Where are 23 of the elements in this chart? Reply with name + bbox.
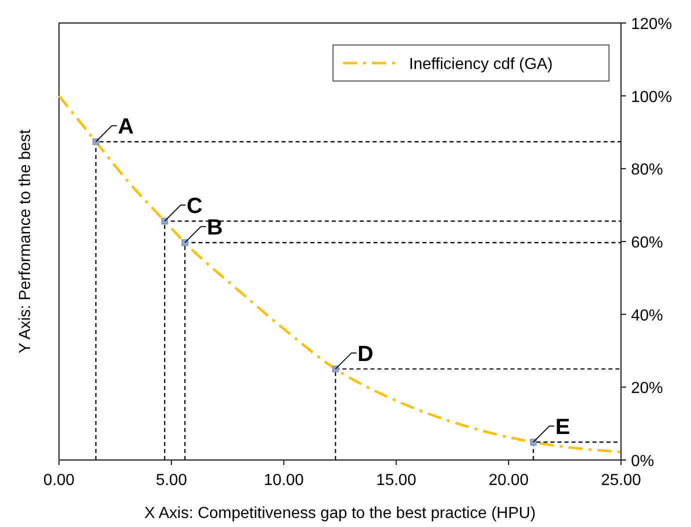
x-axis-title: X Axis: Competitiveness gap to the best practice (HPU): [144, 505, 536, 522]
x-tick-label: 5.00: [156, 472, 188, 489]
annotation: B: [206, 214, 223, 240]
x-tick-label: 10.00: [264, 472, 304, 489]
y-tick-label: 80%: [631, 162, 664, 179]
annotation: D: [358, 340, 374, 366]
y-tick-label: 120%: [631, 16, 672, 33]
y-tick-label: 100%: [631, 88, 672, 106]
annotation: C: [186, 193, 203, 218]
annotation: A: [118, 114, 134, 139]
annotation: E: [555, 414, 570, 440]
x-tick-label: 15.00: [376, 472, 416, 489]
x-tick-label: 25.00: [600, 472, 642, 489]
y-tick-label: 20%: [631, 380, 664, 398]
x-tick-label: 0.00: [43, 472, 75, 489]
x-tick-label: 20.00: [488, 472, 529, 489]
y-axis-title: Y Axis: Performance to the best: [17, 129, 34, 354]
legend-label: Inefficiency cdf (GA): [409, 56, 553, 73]
y-tick-label: 40%: [631, 307, 664, 324]
y-tick-label: 0%: [631, 453, 654, 470]
line-series: [58, 94, 622, 454]
y-tick-label: 60%: [631, 234, 664, 252]
point: [161, 218, 168, 225]
